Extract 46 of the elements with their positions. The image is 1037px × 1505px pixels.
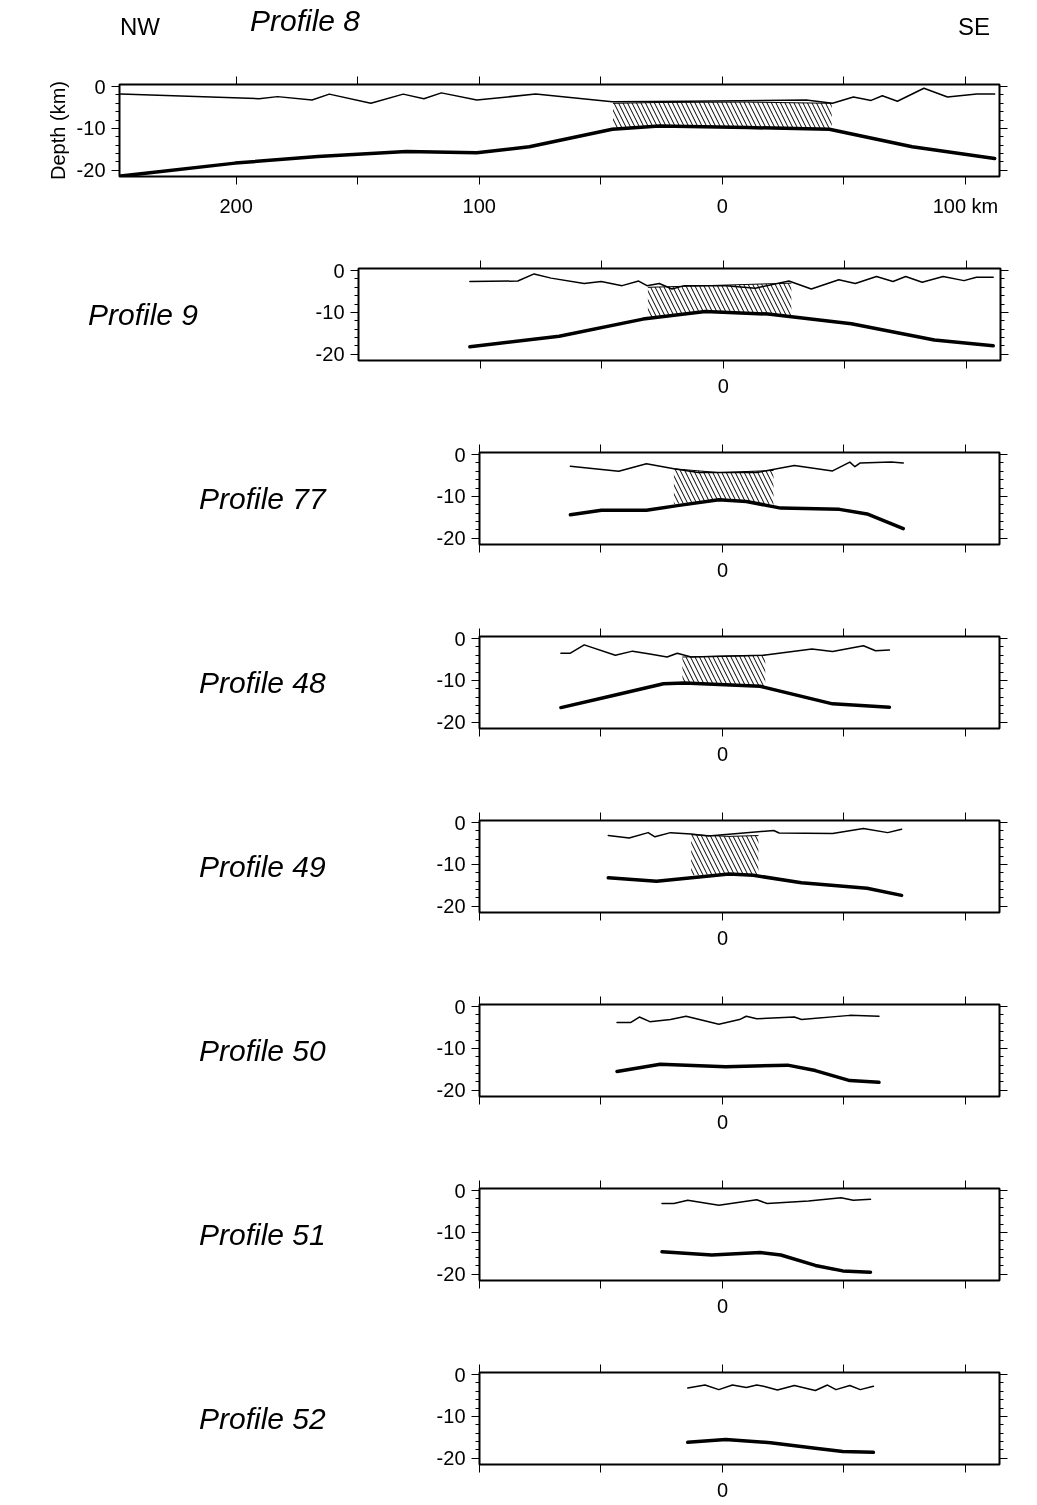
- y-axis-title: Depth (km): [46, 81, 69, 180]
- text: NW: [120, 12, 160, 42]
- y-tick-label: -20: [436, 711, 466, 734]
- y-tick-label: 0: [454, 811, 466, 834]
- y-tick-label: -20: [76, 159, 106, 182]
- chart-title: Profile 8: [250, 3, 361, 39]
- y-tick-label: 0: [454, 995, 466, 1018]
- x-tick-label: 100 km: [932, 194, 999, 217]
- text: 0: [716, 558, 729, 581]
- text: Profile 51: [199, 1217, 326, 1253]
- y-tick-label: -20: [436, 1263, 466, 1286]
- text: Profile 50: [199, 1033, 326, 1069]
- y-tick-label: -10: [315, 301, 345, 324]
- y-tick-label: -20: [436, 527, 466, 550]
- text: 0: [716, 1110, 729, 1133]
- text: 0: [716, 926, 729, 949]
- y-tick-label: -10: [436, 1405, 466, 1428]
- y-tick-label: 0: [454, 627, 466, 650]
- y-tick-label: -20: [436, 1447, 466, 1470]
- y-tick-label: 0: [454, 1363, 466, 1386]
- text: SE: [957, 12, 990, 42]
- y-tick-label: 0: [94, 75, 106, 98]
- text: 0: [716, 1294, 729, 1317]
- y-tick-label: -20: [315, 343, 345, 366]
- y-tick-label: -20: [436, 1079, 466, 1102]
- text: 0: [716, 742, 729, 765]
- text: Profile 9: [88, 297, 199, 333]
- x-tick-label: 0: [716, 194, 728, 217]
- text: 0: [717, 374, 729, 397]
- x-tick-label: 100: [462, 194, 496, 217]
- text: Profile 52: [199, 1401, 326, 1437]
- y-tick-label: -10: [436, 1221, 466, 1244]
- text: Profile 49: [199, 849, 326, 885]
- text: Profile 48: [199, 665, 326, 701]
- y-tick-label: 0: [333, 259, 345, 282]
- y-tick-label: -10: [436, 669, 466, 692]
- y-tick-label: -10: [436, 853, 466, 876]
- y-tick-label: -10: [436, 485, 466, 508]
- y-tick-label: -10: [76, 117, 106, 140]
- text: Profile 77: [199, 481, 326, 517]
- x-tick-label: 200: [219, 194, 253, 217]
- y-tick-label: 0: [454, 443, 466, 466]
- y-tick-label: -10: [436, 1037, 466, 1060]
- y-tick-label: -20: [436, 895, 466, 918]
- text: 0: [716, 1478, 729, 1501]
- y-tick-label: 0: [454, 1179, 466, 1202]
